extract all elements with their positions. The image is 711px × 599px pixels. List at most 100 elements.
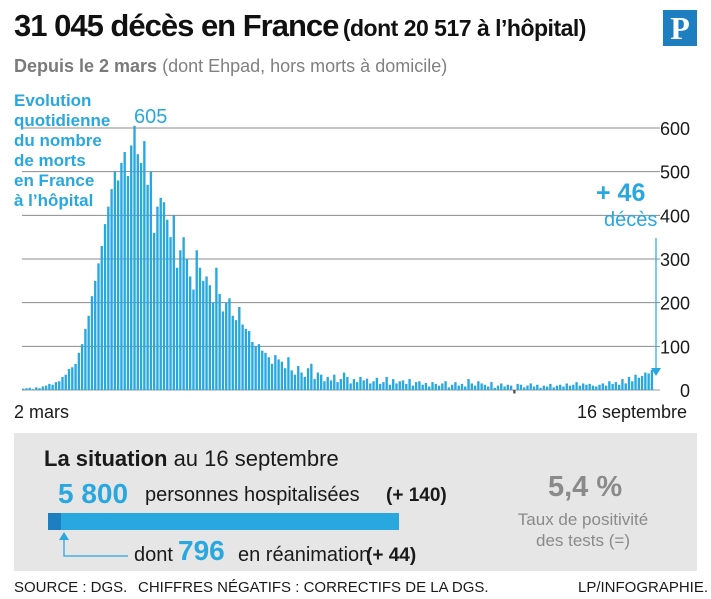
- bar: [562, 386, 565, 390]
- bar: [536, 384, 539, 390]
- bar: [467, 379, 470, 390]
- source-label: SOURCE : DGS.: [14, 579, 128, 596]
- bar: [352, 379, 356, 390]
- bar: [326, 376, 329, 390]
- bar: [251, 341, 254, 390]
- bar: [457, 385, 460, 390]
- bar: [172, 215, 175, 390]
- bar: [58, 381, 61, 390]
- bar: [542, 385, 546, 390]
- title-paren: (dont 20 517 à l’hôpital): [342, 15, 587, 41]
- bar: [241, 324, 244, 390]
- bar: [611, 383, 614, 390]
- bar: [473, 385, 477, 390]
- bar: [375, 377, 379, 390]
- bar: [581, 383, 585, 390]
- title-main: 31 045 décès en France: [14, 8, 339, 43]
- hospitalized-value: 5 800: [58, 478, 129, 509]
- bar: [359, 376, 362, 390]
- y-tick-label: 200: [660, 294, 690, 314]
- bar: [189, 276, 192, 390]
- bar: [470, 383, 473, 390]
- bar: [120, 162, 123, 390]
- bar: [218, 293, 221, 390]
- bar: [22, 388, 25, 390]
- y-tick-label: 300: [660, 250, 690, 270]
- bar: [319, 374, 323, 390]
- bar: [290, 370, 293, 390]
- bar: [316, 372, 320, 390]
- bar: [306, 368, 310, 390]
- bar: [185, 259, 189, 390]
- annotation-line: en France: [14, 171, 95, 190]
- bar: [595, 386, 598, 390]
- bar: [523, 387, 526, 390]
- bar: [287, 357, 290, 390]
- bar: [257, 344, 261, 390]
- bar: [130, 145, 133, 390]
- bar: [152, 232, 156, 390]
- bar: [333, 374, 336, 390]
- bar: [617, 384, 621, 390]
- bar: [647, 373, 650, 390]
- y-tick-label: 400: [660, 206, 690, 226]
- bar: [441, 383, 444, 390]
- bar: [568, 385, 572, 390]
- bar: [244, 328, 248, 390]
- bar: [215, 267, 218, 390]
- icu-label: en réanimation: [238, 544, 371, 566]
- bar: [61, 376, 64, 390]
- bar: [604, 385, 608, 390]
- bar: [356, 382, 359, 390]
- bar: [621, 379, 624, 390]
- bar: [614, 382, 618, 390]
- bar: [624, 383, 627, 390]
- bar: [80, 344, 84, 390]
- bar: [97, 263, 100, 390]
- bar: [329, 380, 333, 390]
- positivity-label: Taux de positivité des tests (=): [508, 509, 658, 551]
- bar: [405, 383, 408, 390]
- hospitalized-delta: (+ 140): [386, 485, 447, 506]
- bar: [342, 372, 346, 390]
- bar: [254, 346, 257, 390]
- bar: [198, 267, 202, 390]
- bar: [126, 176, 130, 390]
- bar: [437, 385, 441, 390]
- bar: [486, 386, 490, 390]
- bar: [277, 359, 280, 390]
- bar: [182, 237, 185, 390]
- bar: [175, 267, 179, 390]
- bar: [493, 387, 496, 390]
- bar: [35, 387, 38, 390]
- bar: [54, 382, 58, 390]
- situation-panel: [14, 433, 697, 571]
- icu-delta: (+ 44): [366, 545, 417, 566]
- bar: [500, 383, 503, 390]
- positivity-label-line1: Taux de positivité: [517, 510, 649, 529]
- bar: [506, 384, 509, 390]
- bar: [231, 315, 234, 390]
- bar: [349, 383, 352, 390]
- x-axis-end-label: 16 septembre: [577, 402, 688, 422]
- bar: [31, 389, 35, 390]
- bar: [225, 302, 228, 390]
- bar: [74, 363, 77, 390]
- bar: [477, 381, 480, 390]
- bar: [608, 381, 611, 390]
- bar: [549, 383, 552, 390]
- bar: [644, 372, 647, 390]
- bar: [365, 378, 369, 390]
- bar: [398, 381, 401, 390]
- bar: [94, 280, 97, 390]
- bar: [539, 387, 542, 390]
- bar: [261, 350, 264, 390]
- bar: [591, 385, 595, 390]
- bar: [444, 381, 447, 390]
- bar: [169, 237, 172, 390]
- bar: [264, 352, 267, 390]
- bar: [585, 384, 588, 390]
- annotation-line: Evolution: [14, 91, 92, 110]
- subtitle: Depuis le 2 mars (dont Ehpad, hors morts…: [14, 56, 447, 77]
- bar: [195, 250, 198, 390]
